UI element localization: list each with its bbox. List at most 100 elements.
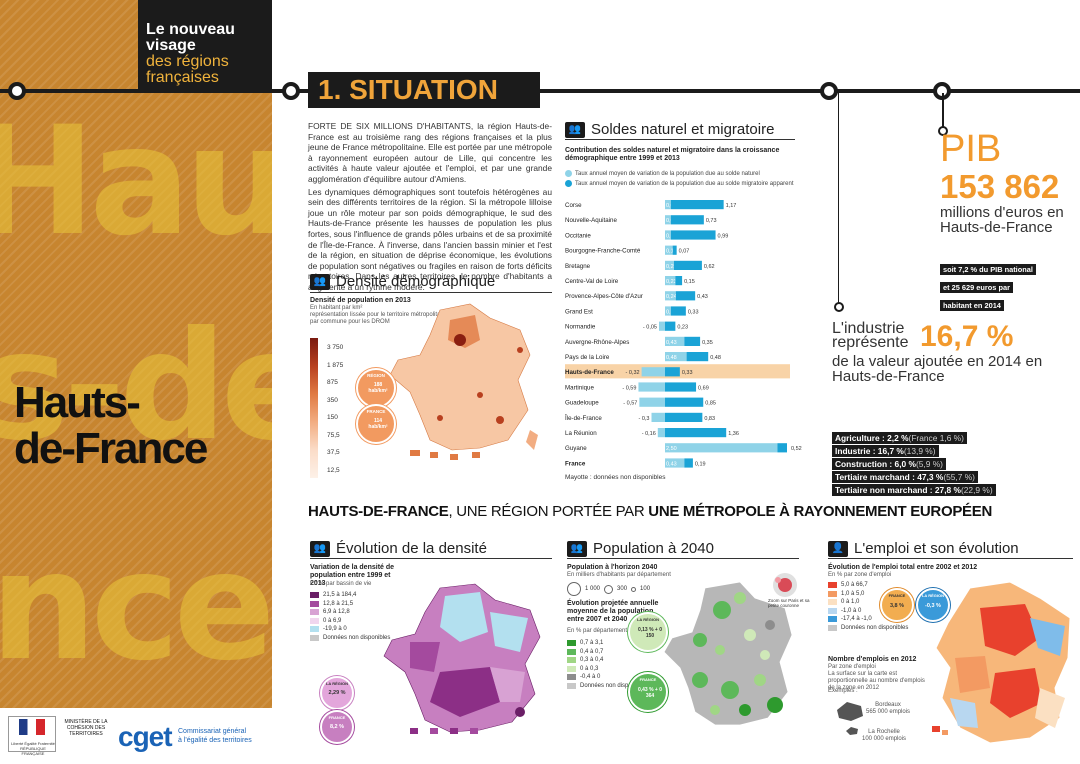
bar-natural [665,245,673,255]
bar-natural-label: 0,23 [666,279,677,285]
category-label: Corse [565,202,582,209]
size-circle [631,586,637,592]
employment-sub: En % par zone d'emploi [828,572,892,578]
bar-migratory-label: 0,85 [705,401,716,407]
bar-natural [665,306,671,316]
region-name: Hauts- de-France [14,378,208,473]
density-legend-bar [310,338,318,478]
density-legend-label: 1 875 [327,361,344,369]
bar-natural [651,412,665,422]
legend-swatch [310,592,319,598]
connector-dot [834,302,844,312]
employment-title: 👤 L'emploi et son évolution [828,540,1019,557]
bar-migratory [671,230,716,240]
industry-text: L'industrie représente [832,320,909,351]
section-subtitle: HAUTS-DE-FRANCE, UNE RÉGION PORTÉE PAR U… [308,503,992,520]
bar-natural [639,397,665,407]
intro-text: FORTE DE SIX MILLIONS D'HABITANTS, la ré… [308,121,552,292]
bar-natural-label: 0,48 [666,355,677,361]
category-label: Grand Est [565,308,593,315]
bar-natural-label: - 0,57 [623,401,637,407]
bar-natural [665,458,685,468]
legend-row: 0,4 à 0,7 [567,648,603,655]
bar-migratory-label: 0,62 [704,264,715,270]
legend-row: 12,8 à 21,5 [310,600,353,607]
legend-swatch [828,599,837,605]
bordeaux-label: Bordeaux 565 000 emplois [866,702,911,715]
divider [828,558,1073,559]
bar-migratory-label: 0,33 [688,309,699,315]
bar-natural-label: - 0,32 [626,370,640,376]
category-label: Hauts-de-France [565,369,614,376]
category-label: Bretagne [565,263,591,270]
density-sub: par commune pour les DROM [310,319,390,325]
bar-migratory-label: 0,07 [679,249,690,255]
legend-row: 5,0 à 66,7 [828,582,868,588]
republic-logo: Liberté Égalité Fraternité RÉPUBLIQUE FR… [8,716,56,756]
category-label: Guadeloupe [565,400,599,407]
bar-natural [659,321,665,331]
category-label: Pays de la Loire [565,354,610,361]
employment-sub2: Par zone d'emploi [828,664,876,670]
legend-natural: Taux annuel moyen de variation de la pop… [565,170,760,177]
category-label: Occitanie [565,232,591,239]
timeline-dot [820,82,838,100]
bar-natural [638,382,665,392]
bar-migratory-label: 0,48 [710,355,721,361]
category-label: Bourgogne-Franche-Comté [565,248,641,255]
bar-migratory-label: 0,33 [682,370,693,376]
legend-row: Données non disponibles [828,624,908,631]
legend-swatch [310,626,319,632]
population-head: Population à l'horizon 2040 [567,564,658,571]
bar-natural-label: 0,2 [666,264,674,270]
bar-migratory [686,352,709,362]
bar-migratory [684,336,701,346]
bar-migratory-label: 0,35 [702,340,713,346]
legend-swatch [567,682,576,689]
sector-item: Tertiaire non marchand : 27,8 % (22,9 %) [832,484,996,496]
density-france-bubble: FRANCE 114 hab/km² [356,404,396,444]
legend-swatch [310,600,319,607]
bar-migratory [671,200,724,210]
legend-swatch [567,657,576,663]
bar-natural [665,260,674,270]
evolution-france-bubble: FRANCE 8,2 % [320,710,354,744]
section-title: 1. SITUATION [308,72,540,108]
density-title: 👥 Densité démographique [310,273,495,290]
density-sub: En habitant par km² [310,305,363,311]
la-rochelle-shape [846,727,858,735]
industry-pct: 16,7 % [920,320,1014,353]
cover-panel: Haut s-de-F nce Le nouveau visage des ré… [0,0,272,708]
legend-migratory: Taux annuel moyen de variation de la pop… [565,180,793,187]
population-sub2: En % par département [567,628,628,634]
people-icon: 👥 [310,540,330,557]
divider [567,558,799,559]
legend-swatch [567,674,576,680]
timeline-dot [8,82,26,100]
category-label: Centre-Val de Loire [565,278,619,285]
bar-migratory [665,412,703,422]
legend-row: -1,0 à 0 [828,607,861,614]
soldes-title: 👥 Soldes naturel et migratoire [565,121,774,138]
bar-natural [657,428,665,438]
bar-natural-label: - 0,05 [643,325,657,331]
bar-migratory [672,245,677,255]
employment-region-bubble: LA RÉGION -0,3 % [916,588,950,622]
bar-migratory [671,215,704,225]
legend-row: 21,5 à 184,4 [310,592,356,598]
cget-name: Commissariat général à l'égalité des ter… [178,728,252,744]
pib-unit: millions d'euros en Hauts-de-France [940,204,1064,236]
cget-logo: cget [118,721,173,752]
legend-swatch [828,607,837,614]
density-legend-label: 350 [327,396,338,404]
bar-natural-label: 2,50 [666,446,677,452]
people-icon: 👥 [310,273,330,290]
legend-row: Données non disponibles [310,634,390,641]
bar-migratory-label: 0,83 [704,416,715,422]
soldes-note: Mayotte : données non disponibles [565,474,666,481]
legend-row: -19,9 à 0 [310,626,347,632]
bar-natural [665,443,778,453]
bar-migratory [684,458,693,468]
population-region-bubble: LA RÉGION 0,13 % + 0 150 [628,612,668,652]
timeline-dot [282,82,300,100]
